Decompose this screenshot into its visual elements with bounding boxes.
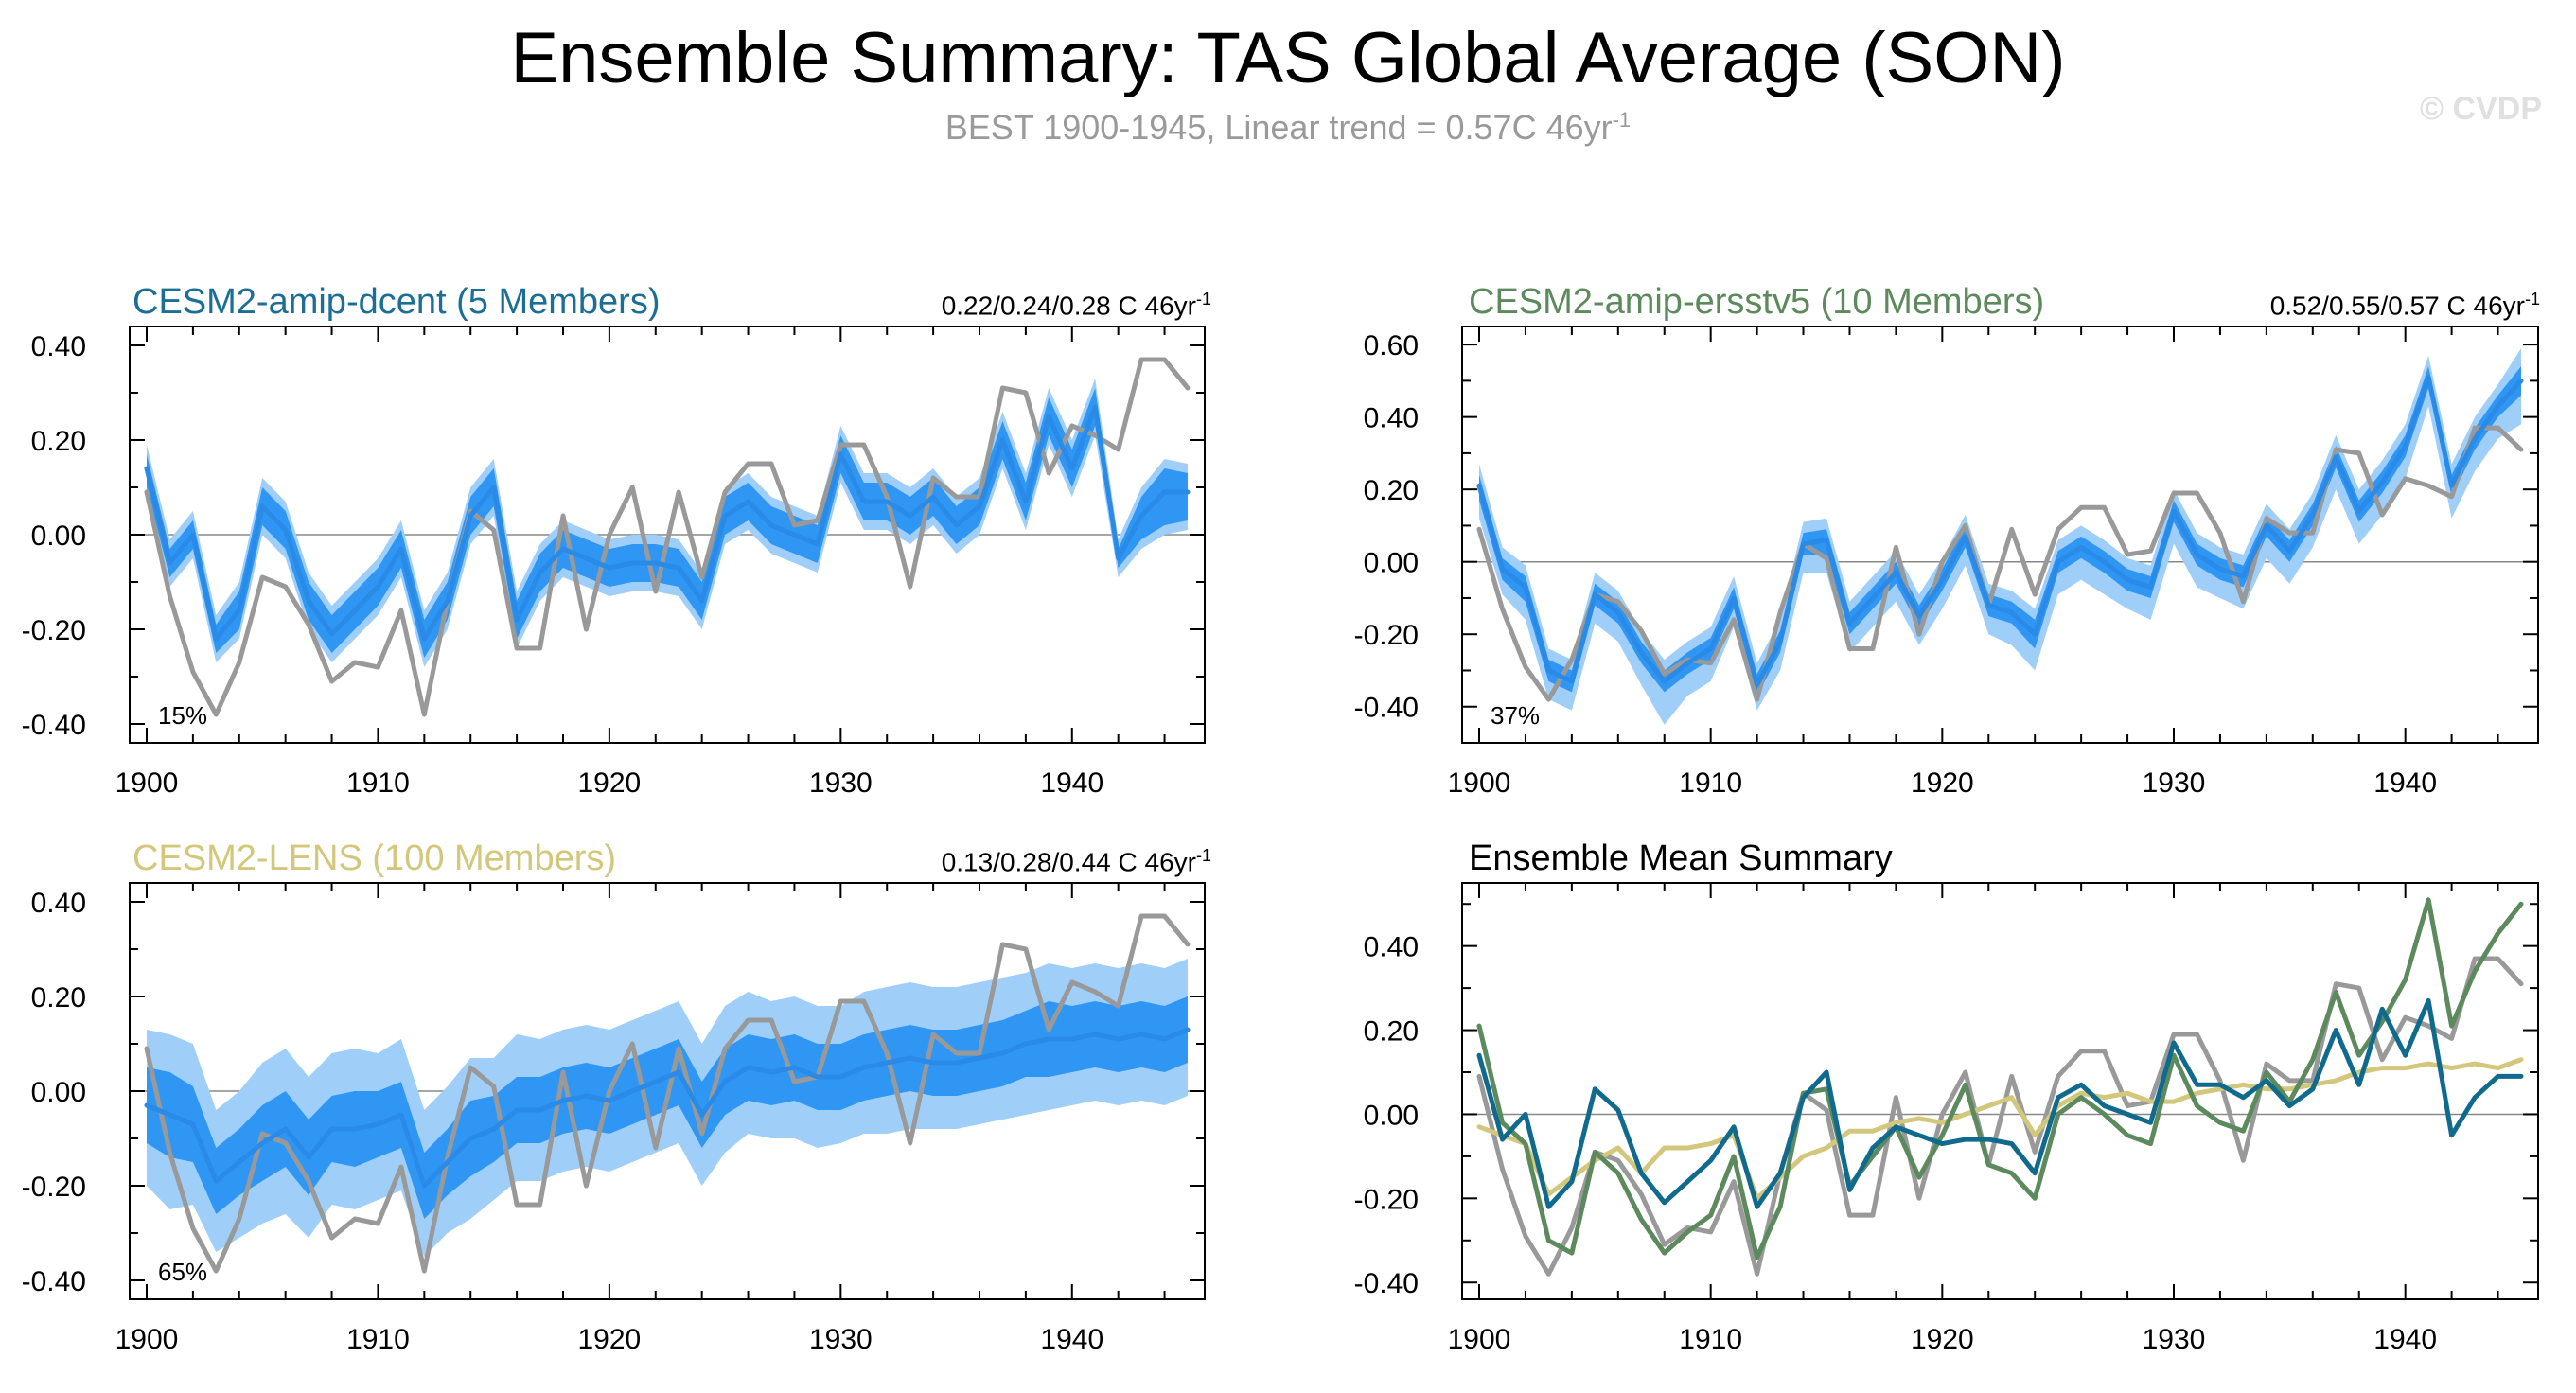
y-tick-label: -0.40 [1354, 1268, 1419, 1299]
y-tick-label: 0.00 [31, 1077, 86, 1108]
plot-frame [1461, 326, 2539, 744]
panel-trend-dcent: 0.22/0.24/0.28 C 46yr-1 [942, 290, 1211, 321]
series-line-dcent [1476, 997, 2524, 1209]
x-tick-label: 1920 [578, 1324, 642, 1355]
panel-title-dcent: CESM2-amip-dcent (5 Members) [132, 282, 661, 322]
observed-series-line [144, 913, 1191, 1274]
watermark: © CVDP [2420, 91, 2542, 127]
x-tick-label: 1930 [809, 1324, 873, 1355]
trend-sup: -1 [1195, 290, 1211, 309]
x-tick-label: 1920 [1911, 767, 1974, 799]
ensemble-iqr-band [147, 388, 1188, 658]
observed-series-line [1476, 425, 2524, 702]
y-tick-label: 0.00 [31, 520, 86, 552]
x-tick-label: 1910 [346, 767, 410, 799]
ensemble-mean-line [144, 404, 1191, 642]
x-tick-label: 1920 [578, 767, 642, 799]
trend-text: 0.52/0.55/0.57 C 46yr [2269, 291, 2525, 321]
chart-panel-dcent: 15% 1900 1910 1920 1930 1940 0.40 0.20 0.00 -0.20… [22, 326, 1206, 799]
figure-subtitle: BEST 1900-1945, Linear trend = 0.57C 46y… [0, 108, 2576, 148]
y-tick-label: 0.20 [1364, 475, 1419, 506]
plot-frame [1461, 882, 2539, 1300]
y-tick-label: 0.20 [31, 426, 86, 457]
y-tick-label: 0.40 [31, 888, 86, 919]
x-tick-label: 1900 [1448, 767, 1511, 799]
chart-panel-lens: 65% 1900 1910 1920 1930 1940 0.40 0.20 0.00 -0.20… [22, 882, 1206, 1355]
chart-panel-ersstv5: 37% 1900 1910 1920 1930 1940 0.60 0.40 0.20 0.00 -… [1354, 326, 2539, 799]
trend-sup: -1 [1195, 846, 1211, 865]
trend-sup: -1 [2524, 290, 2540, 309]
x-tick-label: 1930 [2143, 767, 2206, 799]
y-tick-label: 0.40 [31, 331, 86, 362]
x-tick-label: 1900 [115, 767, 179, 799]
ensemble-range-band [147, 379, 1188, 667]
y-tick-label: 0.60 [1364, 330, 1419, 361]
percent-label: 65% [158, 1258, 207, 1286]
y-tick-label: 0.00 [1364, 548, 1419, 579]
y-tick-label: -0.40 [22, 710, 86, 741]
y-tick-label: -0.20 [1354, 620, 1419, 651]
series-line-ersstv5 [1476, 897, 2524, 1261]
x-tick-label: 1930 [2143, 1324, 2206, 1355]
x-tick-label: 1900 [1448, 1324, 1511, 1355]
y-tick-label: -0.20 [1354, 1184, 1419, 1215]
x-tick-label: 1910 [1679, 767, 1742, 799]
trend-text: 0.13/0.28/0.44 C 46yr [941, 847, 1196, 877]
ensemble-range-band [1479, 348, 2521, 725]
ensemble-mean-line [144, 1027, 1191, 1189]
y-tick-label: 0.00 [1364, 1100, 1419, 1131]
series-line-lens [1476, 1057, 2524, 1201]
x-tick-label: 1910 [346, 1324, 410, 1355]
y-tick-label: -0.40 [1354, 693, 1419, 724]
figure-title: Ensemble Summary: TAS Global Average (SO… [510, 18, 2066, 98]
panel-title-lens: CESM2-LENS (100 Members) [132, 838, 617, 878]
y-tick-label: -0.20 [22, 615, 86, 646]
trend-text: 0.22/0.24/0.28 C 46yr [941, 291, 1196, 321]
observed-series-line [144, 357, 1191, 717]
x-tick-label: 1930 [809, 767, 873, 799]
subtitle-text: BEST 1900-1945, Linear trend = 0.57C 46y… [944, 108, 1613, 147]
x-tick-label: 1900 [115, 1324, 179, 1355]
percent-label: 37% [1491, 701, 1540, 730]
percent-label: 15% [158, 701, 207, 730]
y-tick-label: -0.20 [22, 1172, 86, 1203]
y-tick-label: -0.40 [22, 1266, 86, 1297]
series-line-observed [1476, 956, 2524, 1277]
x-tick-label: 1940 [2373, 1324, 2437, 1355]
x-tick-label: 1940 [1040, 1324, 1103, 1355]
subtitle-superscript: -1 [1612, 108, 1632, 132]
ensemble-mean-line [1476, 375, 2524, 688]
x-tick-label: 1940 [2373, 767, 2437, 799]
x-tick-label: 1940 [1040, 767, 1103, 799]
y-tick-label: 0.20 [1364, 1016, 1419, 1048]
panel-trend-lens: 0.13/0.28/0.44 C 46yr-1 [942, 846, 1211, 877]
panel-title-ersstv5: CESM2-amip-ersstv5 (10 Members) [1469, 282, 2045, 322]
y-tick-label: 0.40 [1364, 403, 1419, 434]
panel-trend-ersstv5: 0.52/0.55/0.57 C 46yr-1 [2270, 290, 2540, 321]
x-tick-label: 1910 [1679, 1324, 1742, 1355]
y-tick-label: 0.20 [31, 982, 86, 1014]
panel-title-ensemble-mean: Ensemble Mean Summary [1469, 838, 1893, 878]
x-tick-label: 1920 [1911, 1324, 1974, 1355]
y-tick-label: 0.40 [1364, 932, 1419, 963]
chart-panel-ensemble-mean: 1900 1910 1920 1930 1940 0.40 0.20 0.00 -0.20 -0.… [1354, 882, 2539, 1355]
